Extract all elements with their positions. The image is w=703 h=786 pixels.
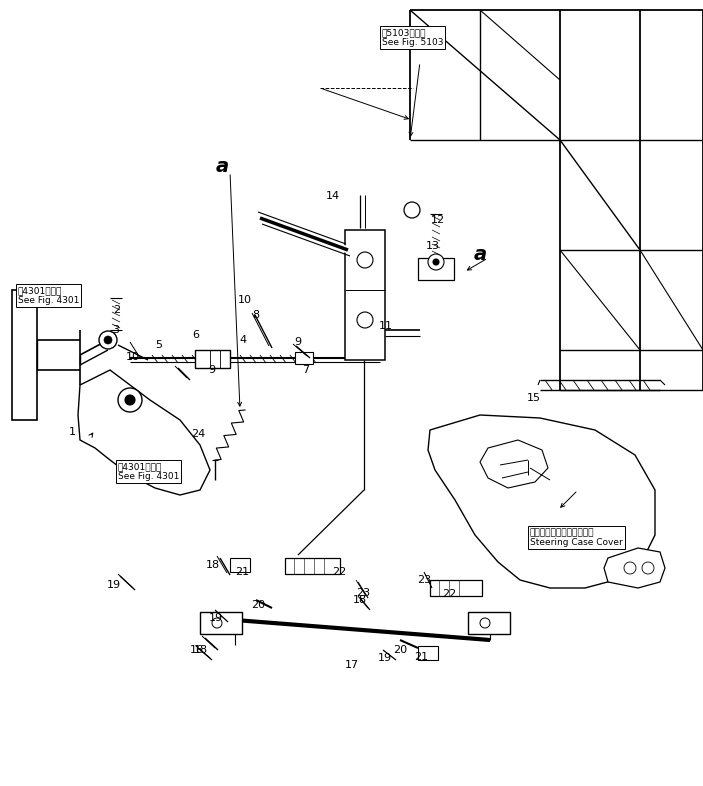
Text: 21: 21 [235, 567, 249, 577]
Polygon shape [480, 440, 548, 488]
Text: 2: 2 [113, 305, 120, 315]
Text: 7: 7 [302, 365, 309, 375]
Text: 3: 3 [112, 325, 120, 335]
Circle shape [433, 259, 439, 265]
Bar [430, 580, 482, 596]
Text: 10: 10 [238, 295, 252, 305]
Circle shape [125, 395, 135, 405]
Circle shape [212, 618, 222, 628]
Text: 20: 20 [251, 600, 265, 610]
Text: 9: 9 [208, 365, 216, 375]
Bar [418, 258, 454, 280]
Polygon shape [428, 415, 655, 588]
Text: 19: 19 [107, 580, 121, 590]
Text: ステアリングケースカバー
Steering Case Cover: ステアリングケースカバー Steering Case Cover [530, 528, 623, 547]
Text: 12: 12 [431, 215, 445, 225]
Text: 9: 9 [295, 337, 302, 347]
Text: 1: 1 [68, 427, 75, 437]
Text: 22: 22 [332, 567, 346, 577]
Text: 15: 15 [527, 393, 541, 403]
Text: 20: 20 [393, 645, 407, 655]
Text: 19: 19 [209, 613, 223, 623]
Circle shape [104, 336, 112, 344]
Text: 笥5103图参阅
See Fig. 5103: 笥5103图参阅 See Fig. 5103 [382, 28, 444, 47]
Circle shape [428, 254, 444, 270]
Circle shape [642, 562, 654, 574]
Text: 13: 13 [426, 241, 440, 251]
Text: 23: 23 [356, 588, 370, 598]
Circle shape [357, 312, 373, 328]
Polygon shape [78, 370, 210, 495]
Text: 22: 22 [442, 589, 456, 599]
Text: 19: 19 [378, 653, 392, 663]
Circle shape [118, 388, 142, 412]
Circle shape [357, 252, 373, 268]
Text: 16: 16 [190, 645, 204, 655]
Text: a: a [215, 156, 228, 175]
Text: 5: 5 [155, 340, 162, 350]
Text: 18: 18 [206, 560, 220, 570]
Text: 21: 21 [414, 652, 428, 662]
Text: 笥4301图参阅
See Fig. 4301: 笥4301图参阅 See Fig. 4301 [18, 286, 79, 306]
Text: 24: 24 [191, 429, 205, 439]
Circle shape [480, 618, 490, 628]
Text: 8: 8 [252, 310, 259, 320]
Text: 笥4301图参系
See Fig. 4301: 笥4301图参系 See Fig. 4301 [118, 462, 179, 481]
Bar [195, 350, 230, 368]
Circle shape [624, 562, 636, 574]
Text: 18: 18 [353, 595, 367, 605]
Text: 4: 4 [240, 335, 247, 345]
Bar [12, 290, 37, 420]
Text: a: a [473, 244, 486, 263]
Text: 14: 14 [326, 191, 340, 201]
Text: 11: 11 [379, 321, 393, 331]
Bar [295, 352, 313, 364]
Bar [345, 230, 385, 360]
Text: 23: 23 [417, 575, 431, 585]
Bar [285, 558, 340, 574]
Polygon shape [604, 548, 665, 588]
Bar [418, 646, 438, 660]
Text: 18: 18 [194, 645, 208, 655]
Text: 10: 10 [126, 352, 140, 362]
Bar [468, 612, 510, 634]
Bar [230, 558, 250, 572]
Bar [200, 612, 242, 634]
Text: 17: 17 [345, 660, 359, 670]
Text: 6: 6 [193, 330, 200, 340]
Circle shape [404, 202, 420, 218]
Circle shape [99, 331, 117, 349]
